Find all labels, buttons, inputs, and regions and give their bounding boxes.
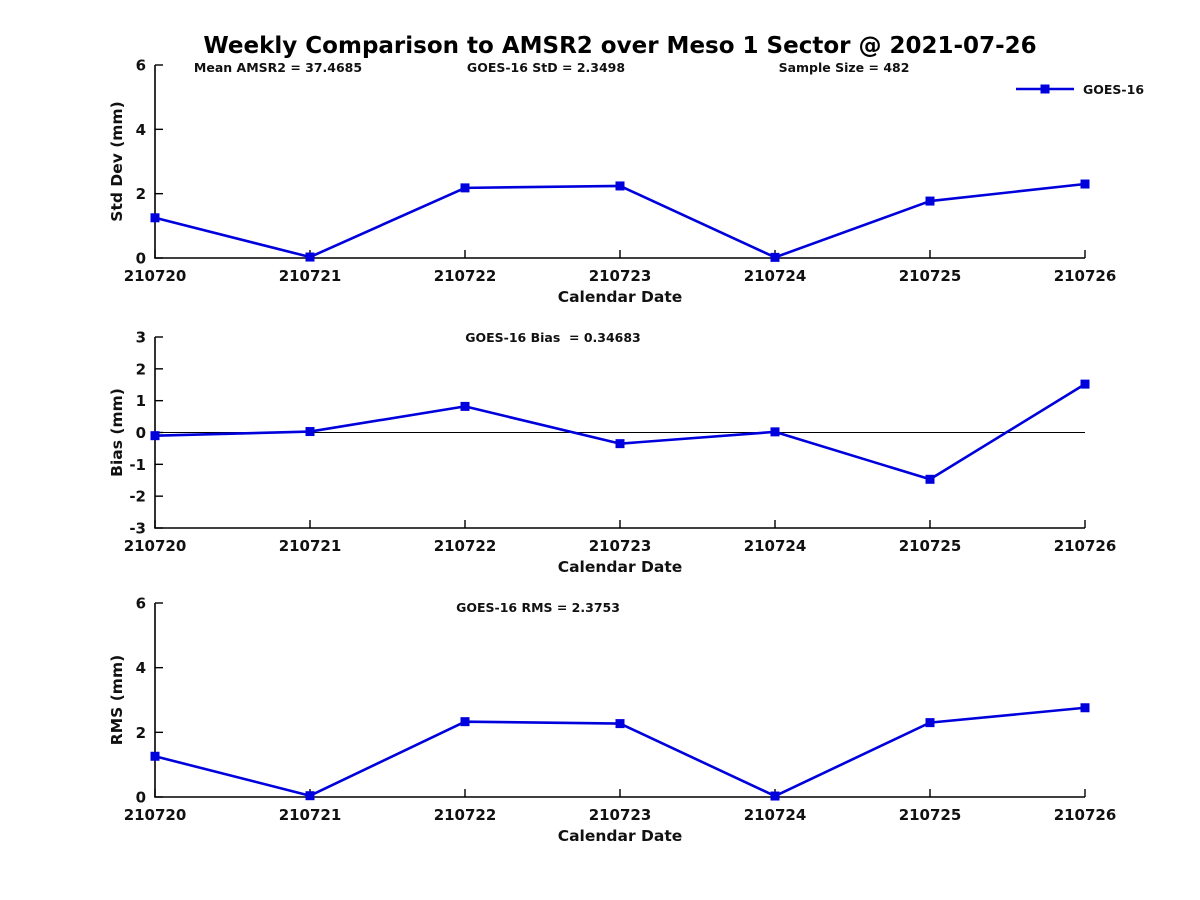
legend-line-marker-icon	[1016, 84, 1074, 94]
goes16-marker	[615, 181, 625, 191]
x-tick-label: 210722	[434, 537, 497, 555]
goes16-marker	[770, 252, 780, 262]
legend: GOES-16	[1014, 81, 1144, 97]
x-tick-label: 210722	[434, 267, 497, 285]
y-tick-label: 2	[136, 360, 146, 378]
y-tick-label: -1	[129, 456, 146, 474]
goes16-marker	[460, 183, 470, 193]
x-tick-label: 210723	[589, 267, 652, 285]
annotation-goes16-std: GOES-16 StD = 2.3498	[466, 60, 626, 75]
y-tick-label: -3	[129, 520, 146, 538]
goes16-marker	[305, 427, 315, 437]
goes16-marker	[770, 791, 780, 801]
goes16-marker	[925, 474, 935, 484]
legend-label: GOES-16	[1083, 81, 1145, 97]
annotation-mean-amsr2: Mean AMSR2 = 37.4685	[193, 60, 363, 75]
x-tick-label: 210726	[1054, 806, 1117, 824]
x-tick-label: 210726	[1054, 537, 1117, 555]
x-tick-label: 210725	[899, 267, 962, 285]
annotation-goes16-rms: GOES-16 RMS = 2.3753	[456, 600, 620, 615]
x-tick-label: 210723	[589, 537, 652, 555]
x-tick-label: 210720	[124, 267, 187, 285]
y-axis-title: Bias (mm)	[108, 388, 126, 477]
x-tick-label: 210720	[124, 537, 187, 555]
y-tick-label: 0	[136, 250, 146, 268]
goes16-marker	[615, 719, 625, 729]
x-axis-title: Calendar Date	[558, 827, 683, 845]
goes16-marker	[305, 791, 315, 801]
std-dev-panel: 0 2 4 6 210720 210721 210722 210723 210724 210725…	[108, 57, 1116, 307]
x-tick-label: 210725	[899, 537, 962, 555]
goes16-marker	[770, 427, 780, 437]
goes16-marker	[615, 439, 625, 449]
bias-panel: -3 -2 -1 0 1 2 3 210720 210721 210722 210723 210724…	[108, 329, 1116, 577]
goes16-marker	[150, 431, 160, 441]
y-tick-label: 6	[136, 595, 146, 613]
goes16-marker	[460, 717, 470, 727]
y-axis-title: Std Dev (mm)	[108, 101, 126, 221]
goes16-marker	[1080, 703, 1090, 713]
rms-panel: 0 2 4 6 210720 210721 210722 210723 210724 210725…	[108, 595, 1116, 846]
y-tick-label: -2	[129, 488, 146, 506]
annotation-goes16-bias: GOES-16 Bias = 0.34683	[465, 330, 641, 345]
goes16-marker	[150, 751, 160, 761]
y-axis-title: RMS (mm)	[108, 655, 126, 745]
y-tick-label: 2	[136, 185, 146, 203]
goes16-marker	[925, 718, 935, 728]
goes16-marker	[925, 196, 935, 206]
x-tick-label: 210726	[1054, 267, 1117, 285]
x-tick-label: 210724	[744, 806, 807, 824]
y-tick-label: 0	[136, 789, 146, 807]
y-tick-label: 0	[136, 424, 146, 442]
y-tick-label: 6	[136, 57, 146, 75]
x-axis-title: Calendar Date	[558, 558, 683, 576]
y-tick-label: 4	[136, 659, 146, 677]
x-tick-label: 210720	[124, 806, 187, 824]
y-tick-label: 2	[136, 724, 146, 742]
annotation-sample-size: Sample Size = 482	[778, 60, 910, 75]
x-tick-label: 210721	[279, 537, 342, 555]
goes16-line	[154, 383, 1086, 481]
y-tick-label: 1	[136, 392, 146, 410]
x-tick-label: 210724	[744, 537, 807, 555]
x-tick-label: 210723	[589, 806, 652, 824]
x-tick-label: 210725	[899, 806, 962, 824]
x-tick-label: 210724	[744, 267, 807, 285]
goes16-marker	[1080, 179, 1090, 189]
goes16-marker	[1080, 379, 1090, 389]
goes16-line	[154, 182, 1086, 259]
x-tick-label: 210721	[279, 267, 342, 285]
goes16-marker	[305, 252, 315, 262]
x-tick-label: 210722	[434, 806, 497, 824]
x-axis-title: Calendar Date	[558, 288, 683, 306]
y-tick-label: 3	[136, 329, 146, 347]
y-tick-label: 4	[136, 121, 146, 139]
goes16-marker	[460, 401, 470, 411]
chart-title: Weekly Comparison to AMSR2 over Meso 1 S…	[203, 33, 1037, 59]
x-tick-label: 210721	[279, 806, 342, 824]
goes16-marker	[150, 213, 160, 223]
